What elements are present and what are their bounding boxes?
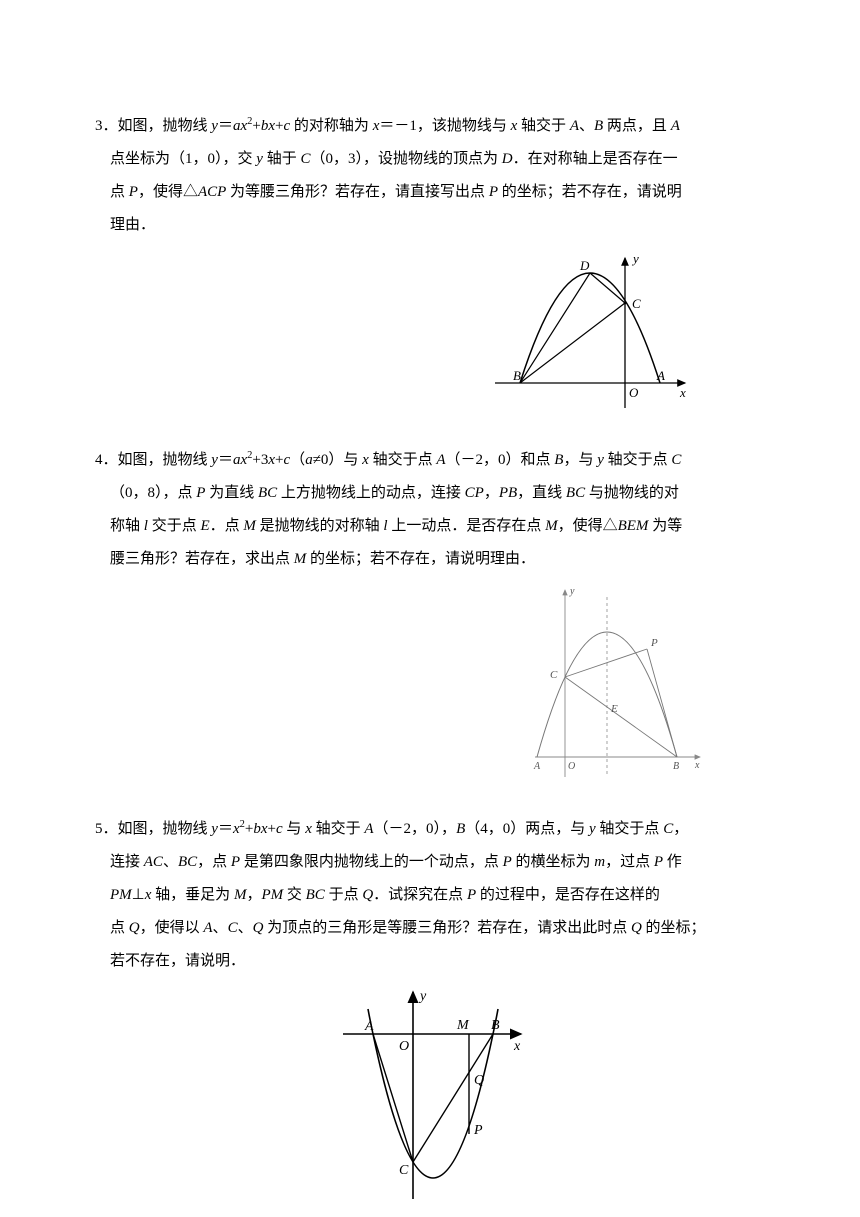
problem-4-figure: C E P A O B x y xyxy=(95,582,765,795)
label-P: P xyxy=(473,1123,483,1138)
label-P: P xyxy=(650,637,658,649)
label-y: y xyxy=(631,251,639,266)
label-B: B xyxy=(673,761,679,772)
label-E: E xyxy=(610,703,618,715)
label-D: D xyxy=(579,258,590,273)
label-x: x xyxy=(513,1039,521,1054)
label-C: C xyxy=(399,1163,409,1178)
problem-5-figure: A O M B x y Q P C xyxy=(95,984,765,1217)
label-C: C xyxy=(632,296,641,311)
problem-5: 5．如图，抛物线 y＝x2+bx+c 与 x 轴交于 A（－2，0），B（4，0… xyxy=(95,813,765,1217)
label-O: O xyxy=(568,761,575,772)
label-x: x xyxy=(694,760,700,771)
problem-4-number: 4． xyxy=(95,452,118,468)
parabola-figure-4: C E P A O B x y xyxy=(530,582,705,782)
label-A: A xyxy=(533,761,541,772)
label-B: B xyxy=(491,1018,500,1033)
label-C: C xyxy=(550,669,558,681)
label-y: y xyxy=(569,586,575,597)
label-x: x xyxy=(679,385,686,400)
label-O: O xyxy=(629,385,639,400)
parabola-figure-3: B A O x y C D xyxy=(485,248,695,413)
problem-4-text: 4．如图，抛物线 y＝ax2+3x+c（a≠0）与 x 轴交于点 A（－2，0）… xyxy=(95,444,765,576)
problem-5-text: 5．如图，抛物线 y＝x2+bx+c 与 x 轴交于 A（－2，0），B（4，0… xyxy=(95,813,765,978)
label-O: O xyxy=(399,1039,409,1054)
label-M: M xyxy=(456,1018,470,1033)
label-A: A xyxy=(364,1019,374,1034)
label-Q: Q xyxy=(474,1073,484,1088)
problem-4: 4．如图，抛物线 y＝ax2+3x+c（a≠0）与 x 轴交于点 A（－2，0）… xyxy=(95,444,765,795)
label-y: y xyxy=(418,989,427,1004)
label-B: B xyxy=(513,368,521,383)
parabola-figure-5: A O M B x y Q P C xyxy=(333,984,528,1204)
problem-3: 3．如图，抛物线 y＝ax2+bx+c 的对称轴为 x＝－1，该抛物线与 x 轴… xyxy=(95,110,765,426)
label-A: A xyxy=(656,368,665,383)
problem-3-figure: B A O x y C D xyxy=(95,248,765,426)
problem-5-number: 5． xyxy=(95,821,118,837)
problem-3-text: 3．如图，抛物线 y＝ax2+bx+c 的对称轴为 x＝－1，该抛物线与 x 轴… xyxy=(95,110,765,242)
problem-3-number: 3． xyxy=(95,118,118,134)
